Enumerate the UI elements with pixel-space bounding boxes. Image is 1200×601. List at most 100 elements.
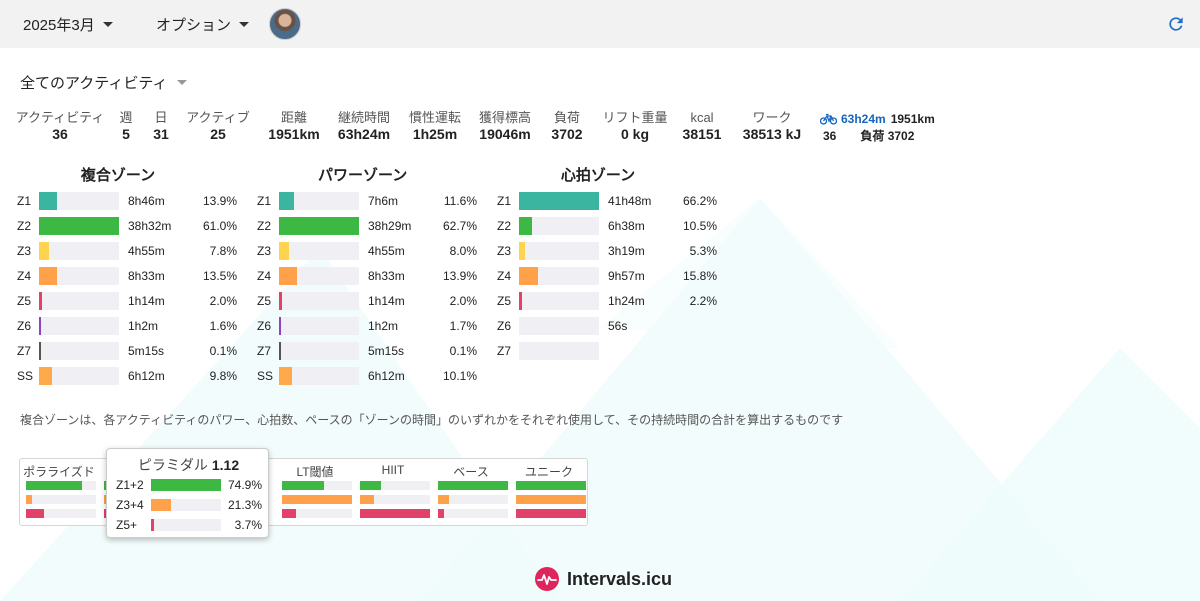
zone-percent: 15.8% <box>682 269 717 283</box>
zone-percent: 1.7% <box>449 319 477 333</box>
distribution-bar <box>26 495 32 504</box>
distribution-table: ポラライズド ピラミダル LT閾値 HIIT ベース ユニーク <box>19 458 588 526</box>
popover-row-label: Z5+ <box>116 518 138 532</box>
zone-row: Z7 <box>497 341 717 361</box>
chevron-down-icon <box>177 80 188 85</box>
composite-zone-note: 複合ゾーンは、各アクティビティのパワー、心拍数、ペースの「ゾーンの時間」のいずれ… <box>20 413 844 427</box>
zone-label: Z2 <box>17 219 32 233</box>
zone-label: Z2 <box>497 219 512 233</box>
stat-item: 日 31 <box>116 110 206 143</box>
zone-label: Z6 <box>497 319 512 333</box>
zone-percent: 0.1% <box>449 344 477 358</box>
distribution-column[interactable]: ユニーク <box>510 459 588 525</box>
zone-percent: 13.5% <box>202 269 237 283</box>
zone-percent: 10.1% <box>442 369 477 383</box>
zone-percent: 61.0% <box>202 219 237 233</box>
zone-bar <box>279 192 294 210</box>
zone-label: Z2 <box>257 219 272 233</box>
zone-label: Z6 <box>17 319 32 333</box>
ride-distance: 1951km <box>890 111 935 126</box>
zone-percent: 9.8% <box>209 369 237 383</box>
zone-time: 3h19m <box>608 244 645 258</box>
brand-logo[interactable]: Intervals.icu <box>535 567 672 591</box>
popover-row-percent: 74.9% <box>227 478 262 492</box>
popover-row: Z3+4 21.3% <box>107 497 270 513</box>
zone-time: 1h24m <box>608 294 645 308</box>
stat-value: 38513 kJ <box>742 126 802 142</box>
popover-bar <box>151 519 154 531</box>
zone-bar-track <box>519 242 599 260</box>
stat-value: 1h25m <box>412 126 458 142</box>
zone-bar <box>279 342 281 360</box>
stat-item: 継続時間 63h24m <box>319 110 409 143</box>
stat-label: 獲得標高 <box>478 110 531 125</box>
distribution-column[interactable]: HIIT <box>354 459 432 525</box>
month-selector[interactable]: 2025年3月 <box>23 0 113 48</box>
zone-row: Z4 9h57m 15.8% <box>497 266 717 286</box>
zone-percent: 2.0% <box>209 294 237 308</box>
distribution-bar <box>516 509 586 518</box>
zone-time: 8h46m <box>128 194 165 208</box>
zone-row: Z5 1h14m 2.0% <box>257 291 477 311</box>
distribution-column[interactable]: LT閾値 <box>276 459 354 525</box>
stat-label: 週 <box>119 110 133 125</box>
distribution-bar-track <box>360 495 430 504</box>
options-menu[interactable]: オプション <box>156 0 250 48</box>
distribution-label: ポラライズド <box>23 465 95 479</box>
zone-bar-track <box>519 217 599 235</box>
zone-bar-track <box>279 267 359 285</box>
zone-time: 38h29m <box>368 219 412 233</box>
chevron-down-icon <box>102 21 113 27</box>
stat-label: 継続時間 <box>337 110 390 125</box>
popover-title: ピラミダル 1.12 <box>107 455 270 475</box>
zone-bar-track <box>279 242 359 260</box>
zone-row: Z6 1h2m 1.6% <box>17 316 237 336</box>
zone-bar-track <box>39 242 119 260</box>
distribution-column[interactable]: ポラライズド <box>20 459 98 525</box>
distribution-column[interactable]: ベース <box>432 459 510 525</box>
stat-item: リフト重量 0 kg <box>590 110 680 143</box>
stat-value: 63h24m <box>337 126 391 142</box>
distribution-bar <box>282 495 352 504</box>
popover-row: Z5+ 3.7% <box>107 517 270 533</box>
zone-time: 5m15s <box>128 344 165 358</box>
avatar[interactable] <box>269 8 301 40</box>
distribution-bar-track <box>438 481 508 490</box>
stat-label: 日 <box>154 110 168 125</box>
zone-label: Z4 <box>497 269 512 283</box>
zone-percent: 11.6% <box>443 194 477 208</box>
zone-panel-title: 複合ゾーン <box>80 167 156 184</box>
zone-row: Z6 56s <box>497 316 717 336</box>
stat-label: kcal <box>690 110 714 125</box>
zone-row: Z6 1h2m 1.7% <box>257 316 477 336</box>
zone-time: 1h2m <box>128 319 159 333</box>
zone-bar-track <box>519 342 599 360</box>
distribution-bar-track <box>360 509 430 518</box>
activity-filter[interactable]: 全てのアクティビティ <box>20 72 188 93</box>
stat-item: 距離 1951km <box>249 110 339 143</box>
zone-bar <box>279 242 289 260</box>
distribution-bar <box>516 495 586 504</box>
zone-bar <box>39 292 42 310</box>
refresh-icon[interactable] <box>1166 14 1186 34</box>
zone-bar <box>519 192 599 210</box>
distribution-bar <box>516 481 586 490</box>
zone-time: 4h55m <box>128 244 165 258</box>
zone-time: 56s <box>608 319 628 333</box>
zone-row: Z5 1h14m 2.0% <box>17 291 237 311</box>
distribution-bar-track <box>282 481 352 490</box>
stat-label: リフト重量 <box>602 110 668 125</box>
zone-label: Z1 <box>497 194 512 208</box>
zone-bar <box>279 267 297 285</box>
distribution-bar-track <box>360 481 430 490</box>
zone-panel-title: パワーゾーン <box>318 167 408 184</box>
zone-percent: 5.3% <box>689 244 717 258</box>
distribution-bar-track <box>26 509 96 518</box>
zone-row: Z3 3h19m 5.3% <box>497 241 717 261</box>
popover-bar-track <box>151 479 221 491</box>
zone-row: Z2 38h32m 61.0% <box>17 216 237 236</box>
zone-time: 6h12m <box>368 369 405 383</box>
popover-bar <box>151 499 171 511</box>
zone-row: Z7 5m15s 0.1% <box>257 341 477 361</box>
popover-row-label: Z3+4 <box>116 498 144 512</box>
